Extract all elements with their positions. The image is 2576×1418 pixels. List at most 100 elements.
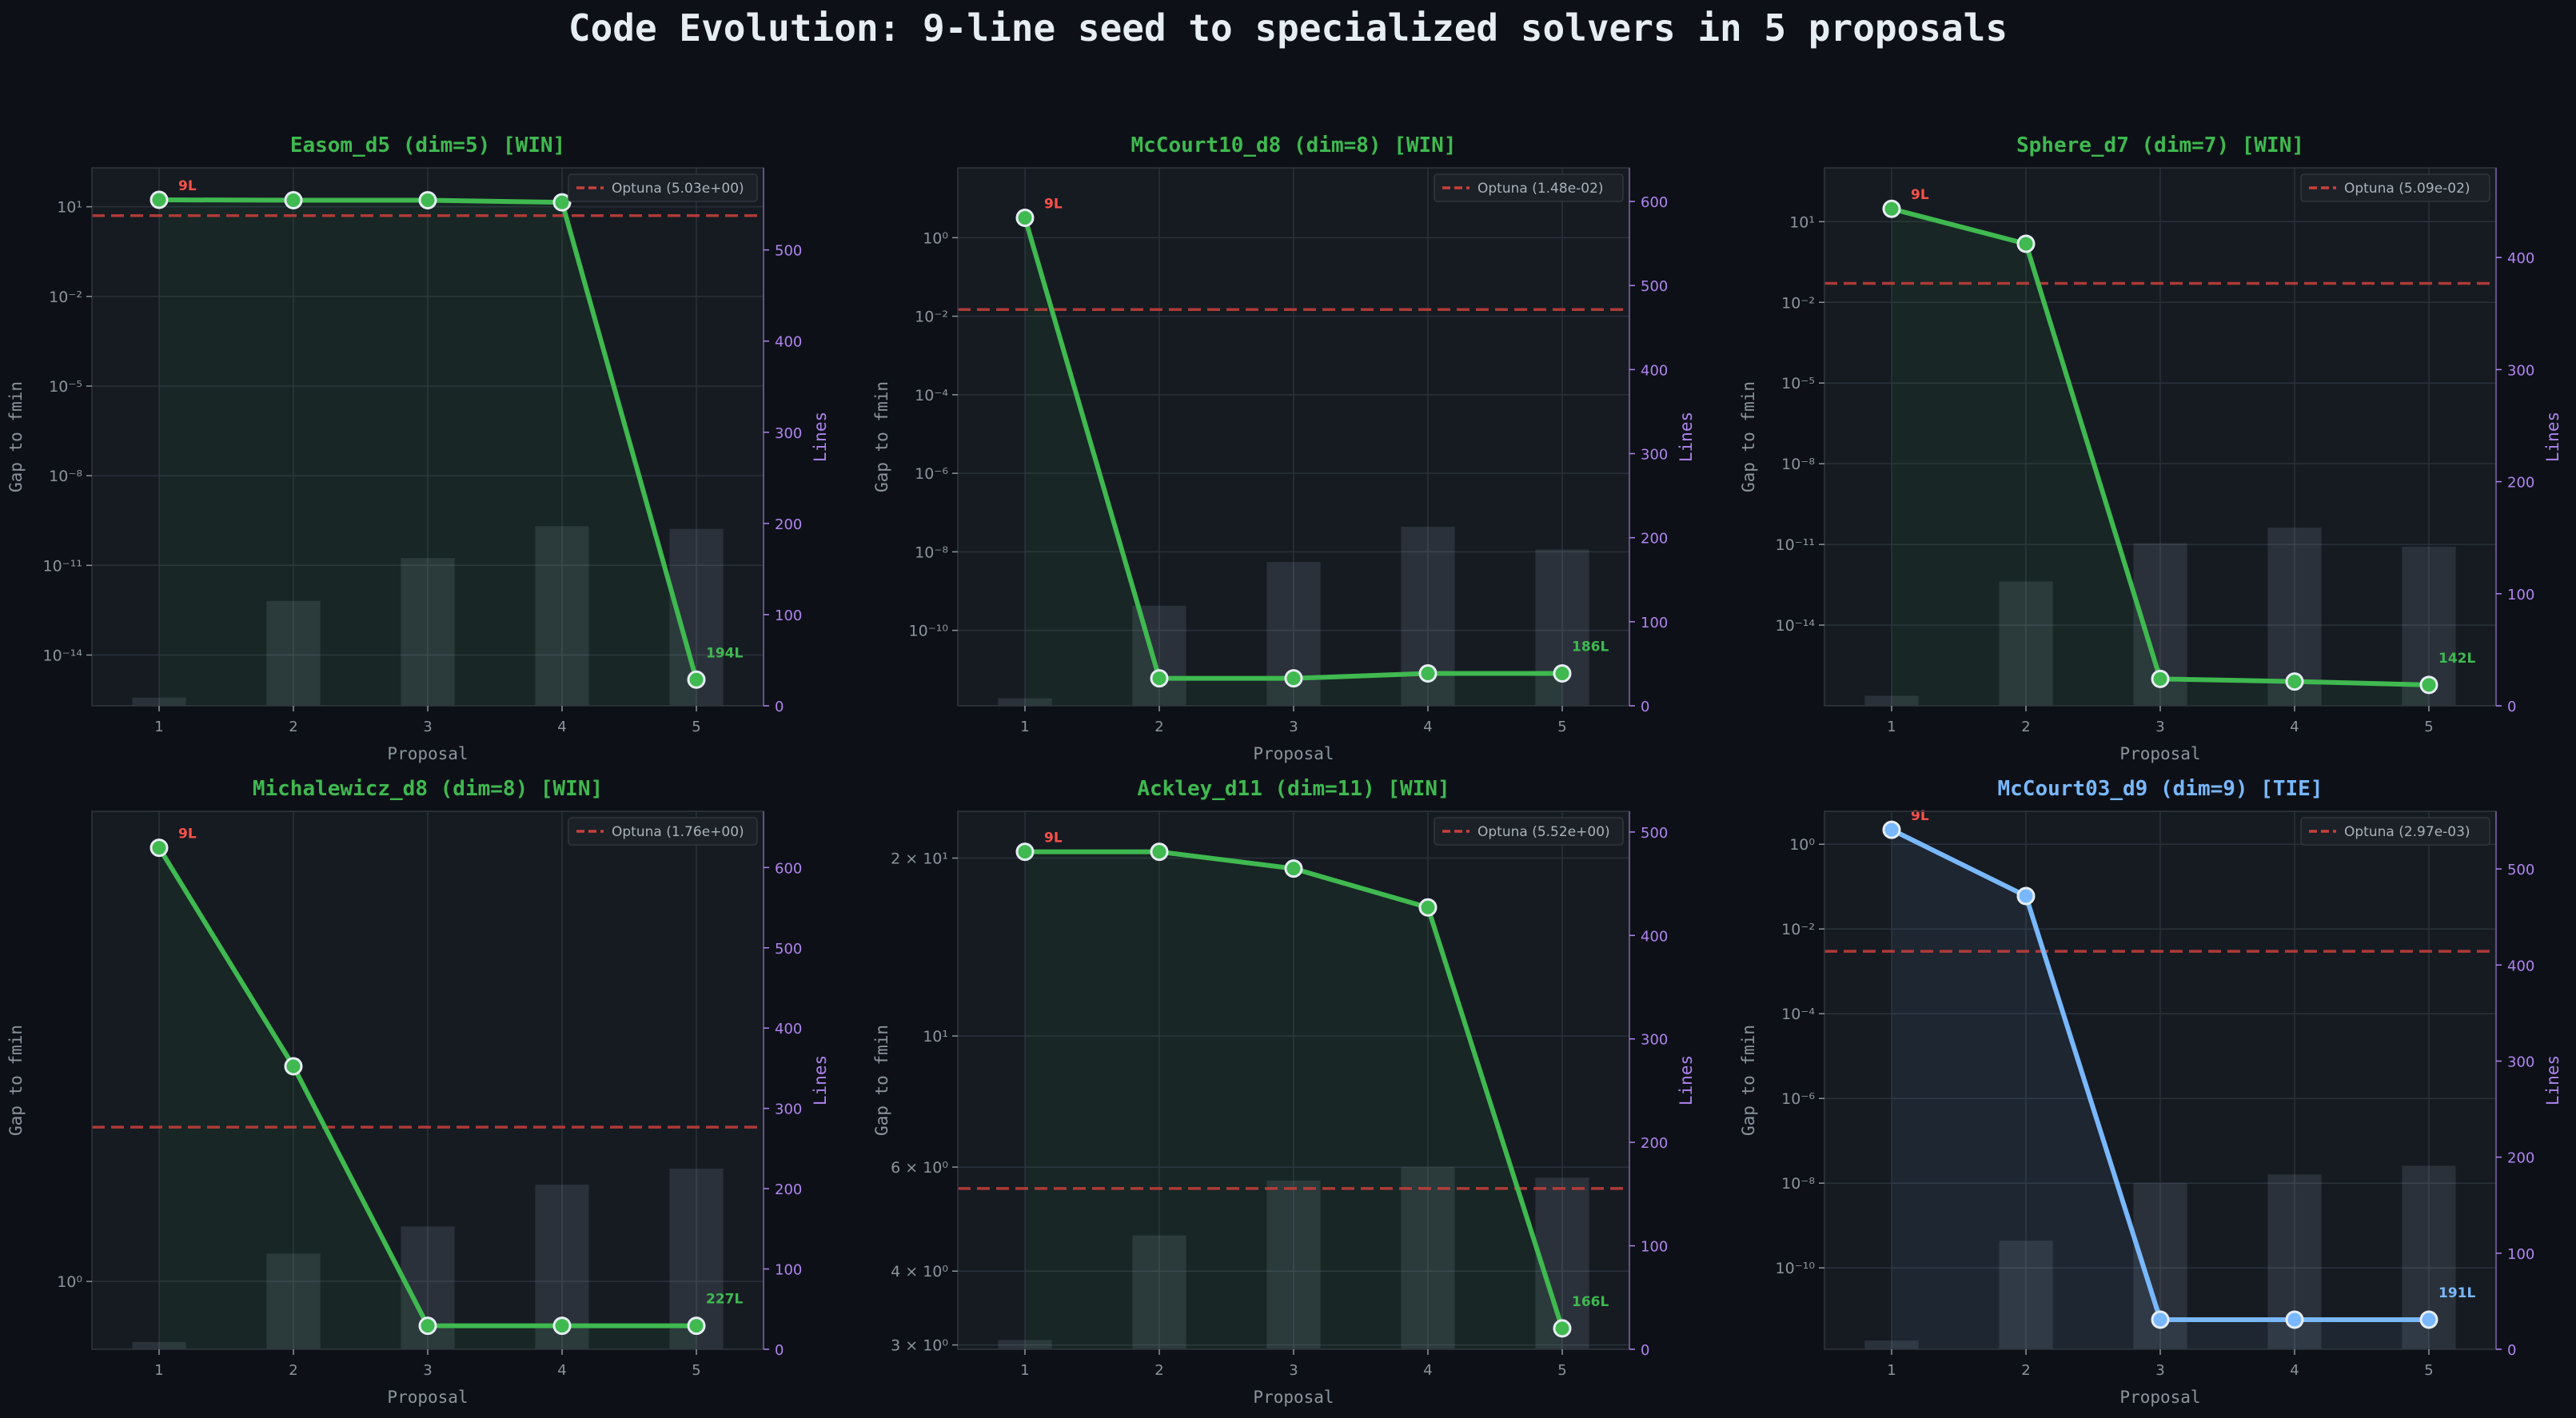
y2-tick-label: 0 <box>1641 1342 1649 1359</box>
y2-tick-label: 100 <box>2507 1246 2534 1263</box>
seed-lines-label: 9L <box>1911 808 1929 824</box>
legend-box <box>568 173 758 202</box>
x-tick-label: 5 <box>2424 1362 2433 1379</box>
x-axis-label: Proposal <box>387 744 468 763</box>
x-tick-label: 2 <box>2021 1362 2030 1379</box>
gap-point <box>2016 234 2036 253</box>
y-tick-label: 10⁻¹¹ <box>1776 536 1815 554</box>
x-tick-label: 5 <box>692 719 700 735</box>
y-tick-label: 10¹ <box>923 1028 948 1046</box>
y2-tick-label: 0 <box>2507 1342 2516 1359</box>
legend-label: Optuna (5.52e+00) <box>1477 824 1610 840</box>
y2-tick-label: 0 <box>775 699 784 715</box>
x-tick-label: 3 <box>2155 719 2164 735</box>
y-tick-label: 10⁻⁸ <box>49 468 82 485</box>
y-tick-label: 10⁻² <box>1781 294 1815 312</box>
chart-title: Easom_d5 (dim=5) [WIN] <box>290 133 565 157</box>
x-tick-label: 4 <box>1423 719 1432 735</box>
y-tick-label: 10¹ <box>1789 213 1815 231</box>
y-tick-label: 4 × 10⁰ <box>891 1263 948 1281</box>
chart-title: Michalewicz_d8 (dim=8) [WIN] <box>253 777 603 801</box>
x-tick-label: 1 <box>1887 1362 1896 1379</box>
y-tick-label: 6 × 10⁰ <box>891 1159 948 1177</box>
x-tick-label: 2 <box>289 719 297 735</box>
y2-tick-label: 300 <box>775 1101 802 1118</box>
gap-area <box>1892 830 2429 1349</box>
y-tick-label: 10⁻² <box>49 289 82 306</box>
final-lines-label: 227L <box>706 1292 743 1308</box>
y-tick-label: 2 × 10¹ <box>891 850 948 868</box>
final-lines-label: 186L <box>1572 639 1609 655</box>
y-tick-label: 3 × 10⁰ <box>891 1337 948 1355</box>
legend-box <box>568 817 758 846</box>
y2-tick-label: 400 <box>2507 250 2534 267</box>
y2-tick-label: 0 <box>775 1342 784 1359</box>
chart-panel-5: 9L 166L 1 2 3 4 5 2 × 10¹ 10¹ 6 × 10⁰ 4 × 10⁰ 3 × 1… <box>872 777 1696 1407</box>
legend-label: Optuna (1.48e-02) <box>1477 181 1604 197</box>
y-tick-label: 10⁻¹⁰ <box>1776 1260 1815 1277</box>
y2-axis-label: Lines <box>811 1055 830 1105</box>
seed-lines-label: 9L <box>1044 197 1063 213</box>
y2-axis-label: Lines <box>2543 412 2562 462</box>
y-axis-label: Gap to fmin <box>1739 381 1758 492</box>
x-tick-label: 3 <box>2155 1362 2164 1379</box>
gap-point <box>1284 669 1303 688</box>
seed-lines-label: 9L <box>1044 830 1063 846</box>
x-tick-label: 1 <box>154 719 163 735</box>
y-tick-label: 10⁻¹⁴ <box>1776 617 1816 635</box>
lines-bar <box>266 1253 321 1349</box>
lines-bar <box>401 558 455 706</box>
gap-point <box>150 838 169 858</box>
chart-panel-1: 9L 194L 1 2 3 4 5 10¹ 10⁻² 10⁻⁵ 10⁻⁸ 10⁻¹¹ 10⁻¹⁴ 0 100… <box>6 133 830 763</box>
y2-tick-label: 500 <box>1641 825 1668 842</box>
x-axis-label: Proposal <box>1253 744 1334 763</box>
legend-box <box>1434 173 1624 202</box>
gap-point <box>1284 859 1303 878</box>
gap-point <box>150 190 169 209</box>
y-axis-label: Gap to fmin <box>1739 1025 1758 1136</box>
x-tick-label: 3 <box>1289 1362 1298 1379</box>
y-axis-label: Gap to fmin <box>6 1025 26 1136</box>
lines-bar <box>1999 581 2053 706</box>
lines-bar <box>1132 1235 1186 1349</box>
y-tick-label: 10⁻¹⁴ <box>43 647 83 664</box>
lines-bar <box>1864 1340 1919 1349</box>
x-axis-label: Proposal <box>387 1388 468 1407</box>
seed-lines-label: 9L <box>178 827 197 842</box>
x-tick-label: 2 <box>2021 719 2030 735</box>
x-axis-label: Proposal <box>1253 1388 1334 1407</box>
legend-label: Optuna (5.09e-02) <box>2344 181 2470 197</box>
y2-tick-label: 400 <box>775 1021 802 1038</box>
lines-bar <box>132 1341 186 1349</box>
x-tick-label: 4 <box>1423 1362 1432 1379</box>
gap-point <box>1882 199 1901 218</box>
y2-tick-label: 200 <box>2507 475 2534 492</box>
y-tick-label: 10⁰ <box>57 1273 82 1291</box>
chart-title: McCourt03_d9 (dim=9) [TIE] <box>1998 777 2323 801</box>
y2-tick-label: 400 <box>2507 958 2534 974</box>
x-tick-label: 1 <box>154 1362 163 1379</box>
gap-point <box>552 193 572 212</box>
gap-point <box>1015 209 1035 228</box>
figure-title: Code Evolution: 9-line seed to specializ… <box>568 6 2008 50</box>
legend-box <box>2300 173 2490 202</box>
legend-label: Optuna (5.03e+00) <box>612 181 744 197</box>
chart-panel-6: 9L 191L 1 2 3 4 5 10⁰ 10⁻² 10⁻⁴ 10⁻⁶ 10⁻⁸ 10⁻¹⁰ 0 100 2… <box>1739 777 2562 1407</box>
y2-axis-label: Lines <box>1677 412 1696 462</box>
chart-panel-4: 9L 227L 1 2 3 4 5 10⁰ 0 100 200 300 400 500 600 Proposa… <box>6 777 830 1407</box>
y-tick-label: 10⁻⁸ <box>1781 456 1815 473</box>
y2-axis-label: Lines <box>811 412 830 462</box>
x-tick-label: 5 <box>1557 1362 1566 1379</box>
y-tick-label: 10⁻⁴ <box>1781 1006 1815 1023</box>
gap-point <box>418 1316 437 1336</box>
y-tick-label: 10⁻⁸ <box>1781 1175 1815 1193</box>
y-tick-label: 10⁻⁶ <box>915 465 948 483</box>
chart-title: McCourt10_d8 (dim=8) [WIN] <box>1131 133 1457 157</box>
y-tick-label: 10⁰ <box>1789 836 1815 854</box>
y2-tick-label: 200 <box>775 516 802 533</box>
y2-tick-label: 300 <box>2507 1054 2534 1070</box>
y2-tick-label: 500 <box>775 243 802 260</box>
x-tick-label: 4 <box>557 719 566 735</box>
chart-title: Sphere_d7 (dim=7) [WIN] <box>2016 133 2304 157</box>
